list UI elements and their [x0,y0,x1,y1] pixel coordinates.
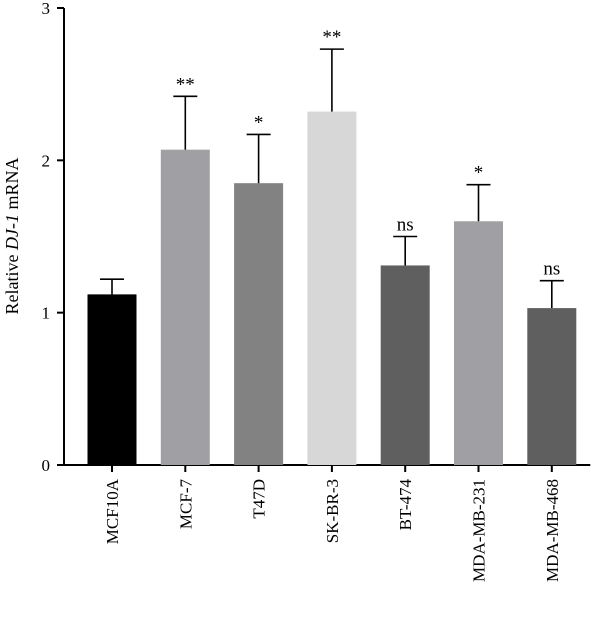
x-tick-label: MDA-MB-468 [543,479,562,582]
y-axis-label-gene: DJ-1 [2,214,22,251]
bar [234,183,284,465]
significance-label: * [474,163,484,184]
y-axis-label-suffix: mRNA [2,158,22,215]
y-axis-label: Relative DJ-1 mRNA [2,158,22,315]
x-tick-label: SK-BR-3 [323,479,342,543]
significance-label: ** [322,27,341,48]
bar [307,111,357,465]
y-tick-label: 1 [42,304,51,323]
bar [87,294,137,465]
y-tick-label: 3 [42,0,51,18]
x-tick-label: MCF-7 [176,479,195,530]
bar [160,149,210,466]
significance-label: ns [543,259,560,280]
x-tick-label: MCF10A [103,478,122,544]
x-tick-label: MDA-MB-231 [470,479,489,582]
bar [380,265,430,465]
y-axis-label-prefix: Relative [2,250,22,314]
significance-label: ** [176,74,195,95]
y-tick-label: 0 [42,456,51,475]
significance-label: ns [397,215,414,236]
x-tick-label: T47D [250,479,269,519]
bar [527,308,577,465]
bar [454,221,503,465]
plot-area: 0 1 2 3 MCF10A ** MCF-7 * T47D ** SK-BR-3 ns BT-474 *… [42,0,591,582]
significance-label: * [254,112,264,133]
x-tick-label: BT-474 [396,479,415,531]
y-tick-label: 2 [42,151,51,170]
